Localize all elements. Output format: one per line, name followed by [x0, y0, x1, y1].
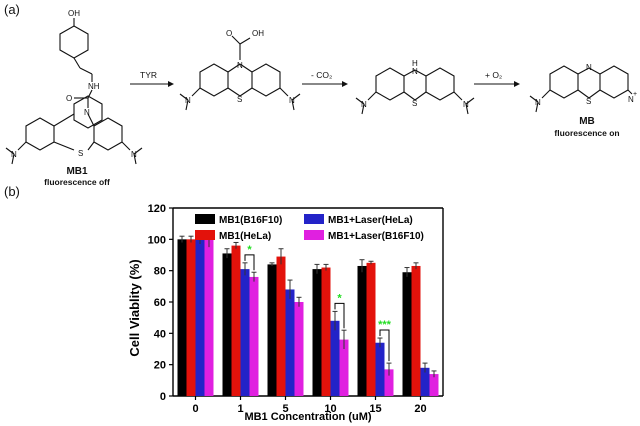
atom-o: O — [66, 94, 72, 103]
atom-acid-s: S — [237, 95, 242, 104]
bar — [276, 256, 286, 396]
atom-acid-n-right: N — [289, 96, 295, 105]
atom-cooh: OH — [252, 29, 264, 38]
bar — [411, 265, 421, 396]
legend-swatch — [195, 214, 215, 224]
panel-a-label: (a) — [4, 2, 20, 17]
bar — [321, 267, 331, 396]
bar — [312, 269, 322, 396]
bar — [267, 264, 277, 396]
bar — [339, 339, 349, 396]
atom-leuco-s: S — [412, 99, 417, 108]
legend-swatch — [304, 214, 324, 224]
atom-leuco-n-right: N — [463, 100, 469, 109]
x-tick-label: 10 — [324, 403, 336, 415]
bar — [402, 272, 412, 396]
molecule-mb-structure — [529, 65, 633, 113]
atom-mb-s: S — [586, 97, 591, 106]
legend-label: MB1(B16F10) — [219, 215, 282, 226]
bar — [294, 302, 304, 396]
molecule-mb1-structure — [5, 18, 143, 165]
significance-bracket — [334, 302, 345, 329]
y-axis-label: Cell Viablity (%) — [127, 259, 142, 356]
x-axis-label: MB1 Concentration (uM) — [244, 411, 371, 423]
atom-leuco-n: N — [412, 67, 418, 76]
atom-n: N — [84, 108, 90, 117]
bar — [186, 239, 196, 396]
y-tick-label: 100 — [148, 234, 166, 246]
bar — [375, 342, 385, 396]
y-tick-label: 40 — [154, 328, 166, 340]
y-tick-label: 0 — [160, 391, 166, 403]
molecule-leuco-structure — [355, 67, 475, 115]
atom-oh: OH — [68, 9, 80, 18]
atom-leuco-n-left: N — [361, 100, 367, 109]
significance-bracket — [379, 329, 390, 362]
legend-swatch — [195, 230, 215, 240]
atom-mb-nplus: N — [628, 95, 634, 104]
arrow-label-tyr: TYR — [140, 70, 157, 80]
bar — [384, 369, 394, 396]
atom-mb-n-left: N — [535, 98, 541, 107]
bar — [249, 276, 259, 396]
bar — [204, 239, 214, 396]
atom-n-right: N — [131, 150, 137, 159]
atom-acid-n: N — [237, 61, 243, 70]
y-tick-label: 20 — [154, 360, 166, 372]
molecule-acid-structure — [179, 35, 301, 111]
atom-acid-n-left: N — [185, 96, 191, 105]
legend-swatch — [304, 230, 324, 240]
legend-label: MB1+Laser(B16F10) — [328, 231, 424, 242]
y-tick-label: 60 — [154, 297, 166, 309]
bar — [366, 262, 376, 396]
bar — [357, 265, 367, 396]
significance-bracket — [244, 254, 255, 271]
x-tick-label: 0 — [192, 403, 198, 415]
atom-acid-o: O — [226, 29, 232, 38]
legend-label: MB1(HeLa) — [219, 231, 271, 242]
molecule-mb1-subtitle: fluorescence off — [44, 177, 110, 187]
x-tick-label: 15 — [369, 403, 381, 415]
atom-n-left: N — [11, 150, 17, 159]
panel-b-label: (b) — [4, 184, 20, 199]
significance-label: * — [247, 244, 252, 256]
atom-s: S — [78, 149, 83, 158]
molecule-mb1-label: MB1 — [66, 166, 88, 177]
bar — [195, 239, 205, 396]
bar — [429, 374, 439, 396]
bar — [420, 367, 430, 396]
x-tick-label: 1 — [237, 403, 243, 415]
arrow-label-co2: - CO₂ — [311, 70, 333, 80]
atom-leuco-h: H — [412, 59, 418, 68]
x-tick-label: 5 — [282, 403, 288, 415]
x-tick-label: 20 — [414, 403, 426, 415]
bar — [330, 320, 340, 396]
bar — [285, 289, 295, 396]
y-tick-label: 80 — [154, 266, 166, 278]
bar — [240, 269, 250, 396]
bar — [177, 239, 187, 396]
arrow-label-o2: + O₂ — [485, 70, 503, 80]
reaction-scheme: OH NH O N S N N OH O N S N N H N S N N N… — [5, 9, 637, 165]
bar — [231, 245, 241, 396]
significance-label: * — [337, 292, 342, 304]
bar — [222, 253, 232, 396]
atom-mb-n: N — [586, 63, 592, 72]
legend-label: MB1+Laser(HeLa) — [328, 215, 413, 226]
molecule-mb-label: MB — [579, 116, 595, 127]
viability-bar-chart: Cell Viablity (%) MB1 Concentration (uM)… — [127, 203, 444, 423]
significance-label: *** — [378, 319, 392, 331]
atom-mb-plus: + — [633, 91, 637, 98]
molecule-mb-subtitle: fluorescence on — [554, 128, 620, 138]
atom-nh: NH — [88, 82, 100, 91]
y-tick-label: 120 — [148, 203, 166, 215]
